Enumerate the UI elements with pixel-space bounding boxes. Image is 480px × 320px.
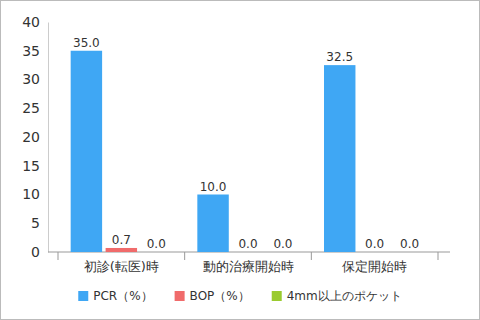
y-tick: 15 xyxy=(22,158,48,174)
y-tick-label: 20 xyxy=(22,129,40,145)
bar xyxy=(197,195,228,253)
legend-label: BOP（%） xyxy=(190,289,250,303)
x-axis: 初診(転医)時 動的治療開始時 保定開始時 xyxy=(48,252,450,274)
legend: PCR（%） BOP（%） 4mm以上のポケット xyxy=(78,289,401,303)
y-axis: 0 5 10 15 20 25 30 35 40 xyxy=(22,14,48,260)
category-separator xyxy=(184,252,185,260)
legend-swatch xyxy=(78,291,88,301)
data-label: 32.5 xyxy=(326,50,353,64)
data-labels: 35.0 10.0 32.5 0.7 0.0 0.0 0.0 0.0 0.0 xyxy=(73,36,419,251)
y-tick: 0 xyxy=(31,244,48,260)
bar xyxy=(106,248,137,252)
data-label: 0.0 xyxy=(238,237,257,251)
y-tick: 40 xyxy=(22,14,48,30)
y-tick: 35 xyxy=(22,43,48,59)
y-tick: 20 xyxy=(22,129,48,145)
bar xyxy=(232,252,263,253)
data-label: 10.0 xyxy=(200,180,227,194)
category-separator xyxy=(311,252,312,260)
x-tick: 動的治療開始時 xyxy=(203,252,294,274)
legend-swatch xyxy=(272,291,282,301)
y-tick: 10 xyxy=(22,186,48,202)
y-tick-label: 0 xyxy=(31,244,40,260)
bar xyxy=(359,252,390,253)
data-label: 0.0 xyxy=(365,237,384,251)
bar xyxy=(324,65,355,252)
frame xyxy=(1,1,480,320)
category-separator xyxy=(58,252,59,260)
x-tick-label: 動的治療開始時 xyxy=(203,259,294,274)
bars xyxy=(71,51,356,252)
legend-item: PCR（%） xyxy=(78,289,152,303)
x-tick-label: 初診(転医)時 xyxy=(84,259,159,274)
data-label: 0.0 xyxy=(147,237,166,251)
y-tick-label: 30 xyxy=(22,71,40,87)
x-tick: 保定開始時 xyxy=(342,252,407,274)
y-tick-label: 25 xyxy=(22,100,40,116)
data-label: 0.0 xyxy=(273,237,292,251)
y-tick: 25 xyxy=(22,100,48,116)
bar xyxy=(394,252,425,253)
bar xyxy=(267,252,298,253)
x-tick: 初診(転医)時 xyxy=(84,252,159,274)
category-separator xyxy=(438,252,439,260)
y-tick-label: 35 xyxy=(22,43,40,59)
y-tick-label: 15 xyxy=(22,158,40,174)
y-tick-label: 10 xyxy=(22,186,40,202)
y-axis-line xyxy=(48,23,49,253)
x-tick-label: 保定開始時 xyxy=(342,259,407,274)
y-tick-label: 5 xyxy=(31,215,40,231)
y-tick-label: 40 xyxy=(22,14,40,30)
y-tick: 30 xyxy=(22,71,48,87)
legend-item: 4mm以上のポケット xyxy=(272,289,402,303)
data-label: 0.7 xyxy=(112,233,131,247)
y-tick: 5 xyxy=(31,215,48,231)
bar xyxy=(141,252,172,253)
legend-item: BOP（%） xyxy=(175,289,250,303)
legend-label: 4mm以上のポケット xyxy=(287,289,402,303)
data-label: 35.0 xyxy=(73,36,100,50)
legend-label: PCR（%） xyxy=(93,289,152,303)
legend-swatch xyxy=(175,291,185,301)
data-label: 0.0 xyxy=(400,237,419,251)
bar xyxy=(71,51,102,252)
